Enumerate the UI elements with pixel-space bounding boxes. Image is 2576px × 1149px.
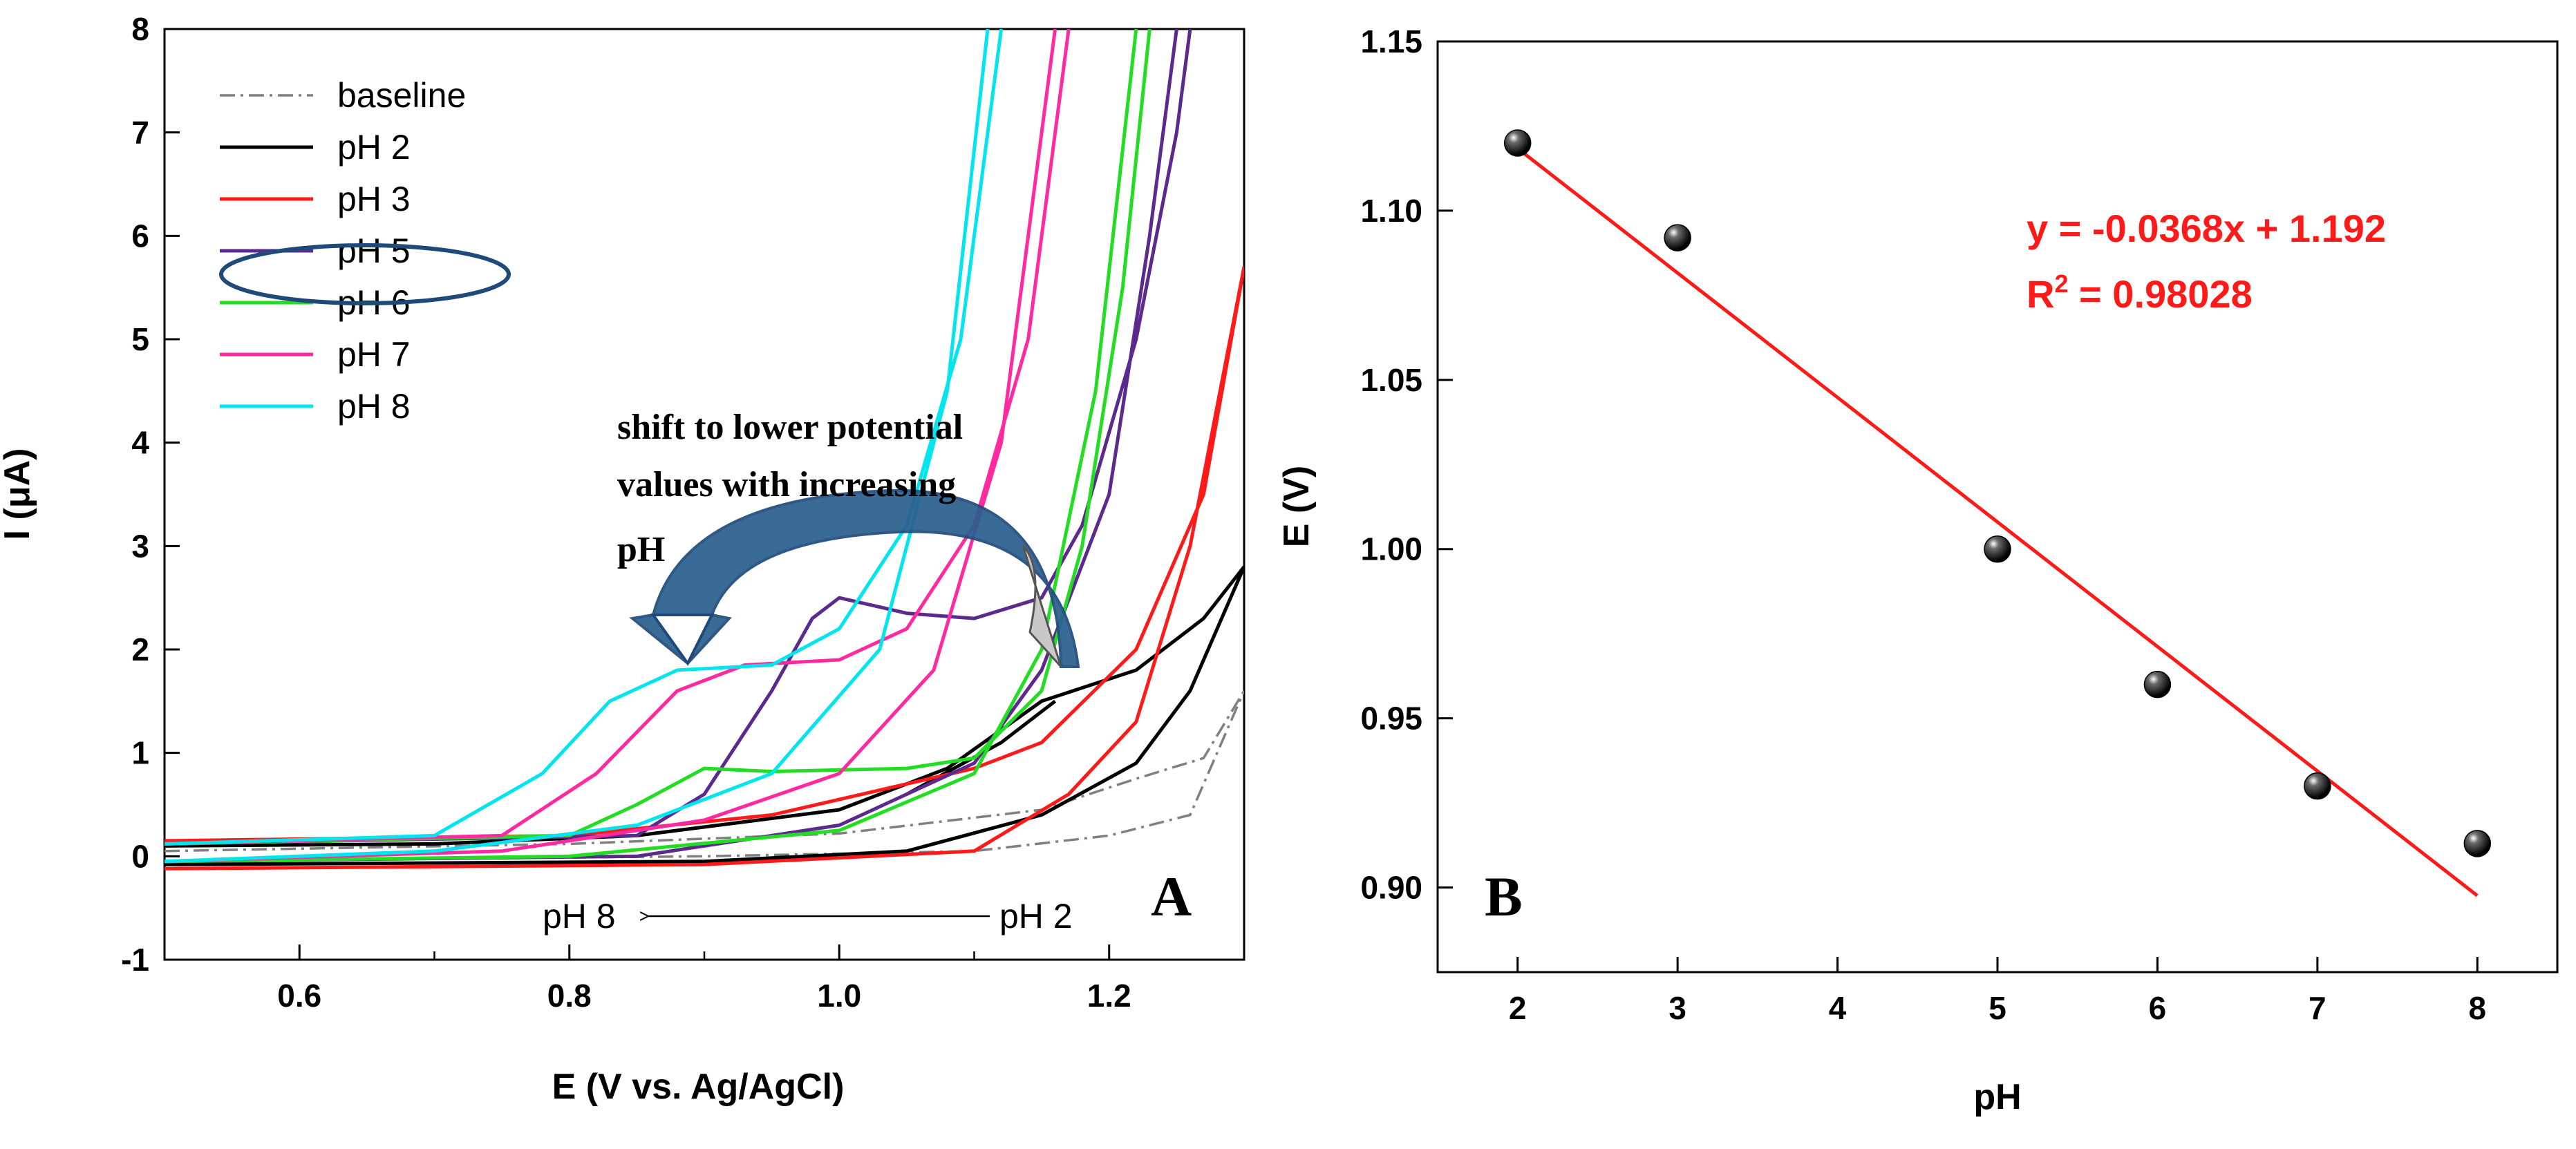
series-baseline-trace-1: [164, 690, 1244, 863]
series-ph-5-trace-1: [164, 29, 1178, 864]
y-tick-label: 4: [131, 425, 149, 461]
chart-b-points: [1503, 129, 2492, 857]
y-tick-label: 2: [131, 632, 149, 667]
chart-a-panel-label: A: [1151, 865, 1192, 928]
series-ph-7-trace-1: [164, 29, 1057, 864]
x-tick-label: 1.0: [817, 978, 861, 1014]
chart-b-r-squared-prefix: R: [2027, 272, 2054, 316]
x-tick-label: 1.2: [1087, 978, 1131, 1014]
data-point-ph-5: [1984, 535, 2011, 563]
y-tick-label: 1: [131, 735, 149, 771]
y-tick-label: 0.90: [1360, 870, 1422, 906]
x-tick-label: 6: [2149, 990, 2167, 1026]
series-ph-8-trace-1: [164, 29, 990, 864]
x-tick-label: 0.6: [277, 978, 321, 1014]
shift-arrow-icon: [629, 488, 1080, 668]
y-tick-label: 5: [131, 321, 149, 357]
shift-annotation-line-2: values with increasing: [617, 465, 956, 504]
y-tick-label: 0: [131, 838, 149, 874]
y-tick-label: 1.15: [1360, 23, 1422, 59]
ph-shift-from-label: pH 2: [999, 897, 1073, 936]
legend-label-ph-8: pH 8: [337, 387, 411, 426]
chart-b-panel-label: B: [1485, 865, 1523, 928]
series-ph-8-trace-0: [164, 29, 1004, 846]
x-tick-label: 8: [2468, 990, 2486, 1026]
series-ph-2-trace-1: [164, 566, 1244, 866]
series-ph-3-trace-1: [164, 266, 1244, 871]
shift-annotation-line-3: pH: [617, 530, 665, 569]
chart-a-ticks: 0.6 0.8 1.0 1.2 -1 0 1 2 3 4 5 6 7 8: [121, 11, 1245, 1014]
chart-a-series-group: [164, 29, 1244, 871]
data-point-ph-3: [1664, 224, 1691, 251]
chart-b: 2 3 4 5 6 7 8 0.90 0.95 1.00 1.05 1.10 1.15 pH E (V)…: [1277, 23, 2559, 1117]
chart-b-r-squared-sup: 2: [2054, 269, 2068, 298]
y-tick-label: 1.10: [1360, 193, 1422, 229]
chart-b-r-squared-value: = 0.98028: [2068, 272, 2252, 316]
y-tick-label: 0.95: [1360, 701, 1422, 737]
y-tick-label: 6: [131, 218, 149, 254]
data-point-ph-6: [2143, 670, 2172, 699]
chart-b-fit-line: [1516, 146, 2479, 898]
y-tick-label: 1.00: [1360, 531, 1422, 567]
shift-annotation-line-1: shift to lower potential: [617, 408, 963, 447]
chart-a: 0.6 0.8 1.0 1.2 -1 0 1 2 3 4 5 6 7 8 E (V vs. Ag/AgCl…: [0, 11, 1245, 1107]
x-tick-label: 7: [2309, 990, 2326, 1026]
x-tick-label: 0.8: [547, 978, 592, 1014]
chart-a-x-axis-label: E (V vs. Ag/AgCl): [552, 1067, 845, 1107]
chart-b-x-axis-label: pH: [1973, 1077, 2021, 1117]
y-tick-label: 3: [131, 528, 149, 564]
legend-label-ph-3: pH 3: [337, 180, 411, 218]
chart-b-y-axis-label: E (V): [1277, 466, 1317, 547]
chart-a-legend-highlight-ellipse: [219, 243, 511, 305]
y-tick-label: 7: [131, 115, 149, 151]
data-point-ph-7: [2304, 772, 2331, 800]
chart-b-r-squared: R2 = 0.98028: [2027, 269, 2253, 316]
x-tick-label: 5: [1989, 990, 2006, 1026]
chart-b-ticks: 2 3 4 5 6 7 8 0.90 0.95 1.00 1.05 1.10 1.15: [1360, 23, 2486, 1026]
chart-b-fit-equation: y = -0.0368x + 1.192: [2027, 207, 2386, 250]
ph-shift-to-label: pH 8: [543, 897, 616, 936]
y-tick-label: 1.05: [1360, 362, 1422, 398]
chart-a-y-axis-label: I (μA): [0, 448, 37, 540]
legend-label-ph-7: pH 7: [337, 335, 411, 374]
series-ph-6-trace-1: [164, 29, 1138, 864]
chart-b-plot-frame: [1436, 40, 2559, 974]
series-ph-6-trace-0: [164, 29, 1151, 846]
x-tick-label: 2: [1509, 990, 1527, 1026]
series-ph-5-trace-0: [164, 29, 1192, 846]
legend-label-ph-2: pH 2: [337, 128, 411, 167]
legend-label-baseline: baseline: [337, 76, 466, 115]
legend-label-ph-5: pH 5: [337, 231, 411, 270]
x-tick-label: 4: [1829, 990, 1847, 1026]
y-tick-label: 8: [131, 11, 149, 47]
y-tick-label: -1: [121, 942, 149, 978]
x-tick-label: 3: [1668, 990, 1686, 1026]
data-point-ph-2: [1503, 129, 1532, 157]
data-point-ph-8: [2463, 830, 2492, 857]
